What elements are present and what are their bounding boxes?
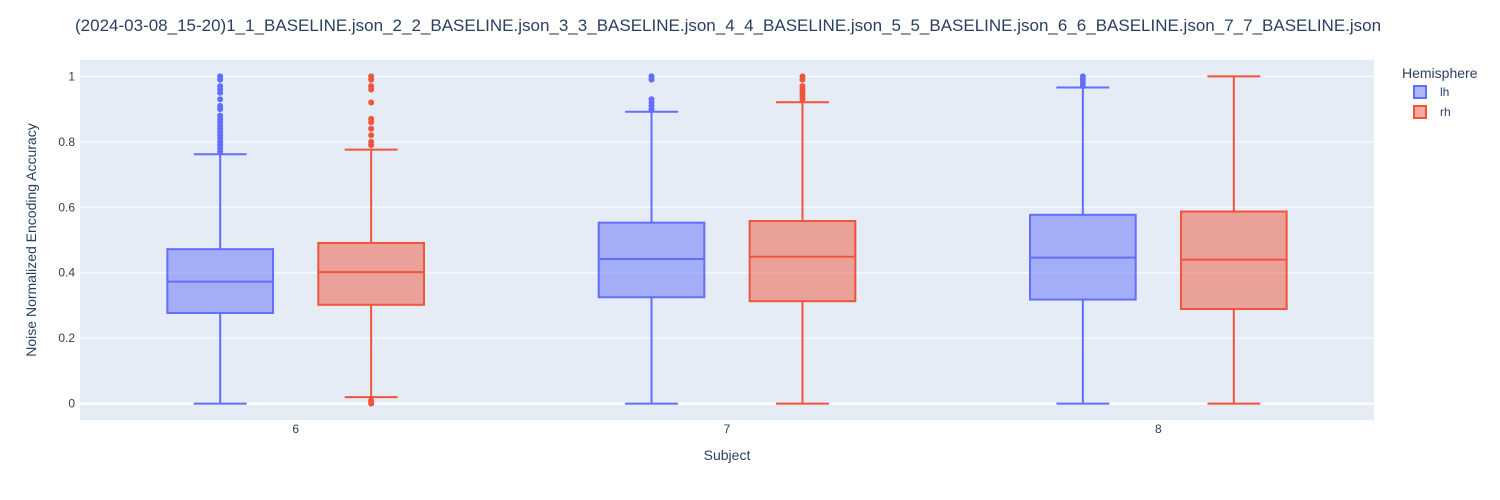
y-tick-label: 0: [68, 397, 75, 411]
outlier-point: [217, 96, 224, 103]
outlier-point: [368, 397, 375, 404]
outlier-point: [368, 138, 375, 145]
y-tick-label: 0.4: [58, 266, 75, 280]
x-axis-title: Subject: [704, 447, 751, 463]
legend-item-lh[interactable]: lh: [1413, 85, 1449, 99]
legend-label: rh: [1440, 105, 1451, 119]
legend-title: Hemisphere: [1402, 65, 1478, 81]
legend-swatch: [1413, 85, 1427, 99]
outlier-point: [368, 73, 375, 80]
x-tick-label: 6: [292, 422, 299, 436]
box-iqr: [317, 241, 425, 306]
outlier-point: [368, 132, 375, 139]
chart-title: (2024-03-08_15-20)1_1_BASELINE.json_2_2_…: [75, 16, 1381, 35]
boxes: [166, 73, 1288, 407]
outlier-point: [368, 125, 375, 132]
outlier-point: [217, 83, 224, 90]
x-tick-label: 7: [724, 422, 731, 436]
outlier-point: [648, 73, 655, 80]
y-axis-title: Noise Normalized Encoding Accuracy: [23, 123, 39, 356]
grid-lines: [80, 75, 1374, 405]
outlier-point: [368, 83, 375, 90]
box-rh-6: [317, 73, 425, 407]
y-tick-label: 1: [68, 69, 75, 83]
box-rh-8: [1179, 75, 1288, 405]
outlier-point: [1079, 73, 1086, 80]
outlier-point: [368, 99, 375, 106]
legend-swatch: [1413, 105, 1427, 119]
outlier-point: [217, 102, 224, 109]
plot-area: [80, 60, 1374, 420]
outlier-point: [217, 112, 224, 119]
outlier-point: [799, 73, 806, 80]
y-axis-ticks: 0 0.2 0.4 0.6 0.8 1: [58, 69, 75, 410]
legend-label: lh: [1440, 85, 1449, 99]
y-tick-label: 0.6: [58, 200, 75, 214]
box-rh-7: [748, 73, 857, 405]
outlier-point: [217, 73, 224, 80]
box-iqr: [748, 220, 857, 303]
outlier-point: [799, 83, 806, 90]
y-tick-label: 0.2: [58, 331, 75, 345]
box-lh-8: [1029, 73, 1137, 405]
box-lh-6: [166, 73, 275, 405]
outlier-point: [368, 115, 375, 122]
legend: Hemisphere lh rh: [1402, 65, 1478, 119]
x-axis-ticks: 6 7 8: [292, 422, 1162, 436]
box-lh-7: [597, 73, 706, 405]
legend-item-rh[interactable]: rh: [1413, 105, 1451, 119]
outlier-point: [648, 96, 655, 103]
x-tick-label: 8: [1155, 422, 1162, 436]
y-tick-label: 0.8: [58, 135, 75, 149]
